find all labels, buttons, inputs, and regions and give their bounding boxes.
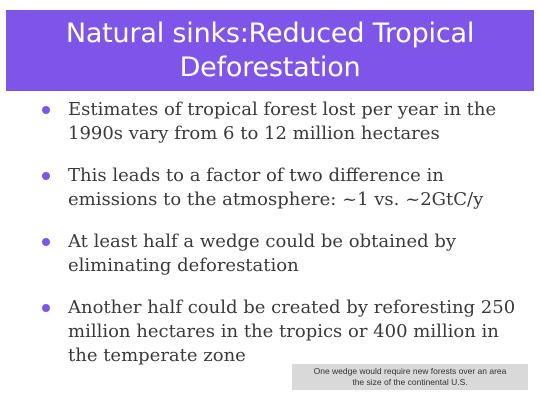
bullet-text: This leads to a factor of two difference…	[68, 165, 484, 210]
footnote-box: One wedge would require new forests over…	[292, 364, 528, 390]
slide-title-line-2: Deforestation	[179, 51, 361, 83]
title-banner: Natural sinks:Reduced Tropical Deforesta…	[6, 10, 534, 91]
bullet-text: At least half a wedge could be obtained …	[68, 231, 457, 276]
footnote-line-2: the size of the continental U.S.	[352, 377, 468, 387]
bullet-dot-icon	[42, 238, 50, 246]
slide-title-line-1: Natural sinks:Reduced Tropical	[65, 17, 475, 49]
bullet-text: Another half could be created by refores…	[68, 297, 516, 366]
bullet-list: Estimates of tropical forest lost per ye…	[40, 98, 520, 386]
bullet-dot-icon	[42, 304, 50, 312]
bullet-dot-icon	[42, 106, 50, 114]
bullet-item: Estimates of tropical forest lost per ye…	[40, 98, 520, 146]
footnote-line-1: One wedge would require new forests over…	[313, 366, 507, 376]
bullet-item: At least half a wedge could be obtained …	[40, 230, 520, 278]
bullet-dot-icon	[42, 172, 50, 180]
bullet-item: Another half could be created by refores…	[40, 296, 520, 368]
bullet-item: This leads to a factor of two difference…	[40, 164, 520, 212]
bullet-text: Estimates of tropical forest lost per ye…	[68, 99, 497, 144]
